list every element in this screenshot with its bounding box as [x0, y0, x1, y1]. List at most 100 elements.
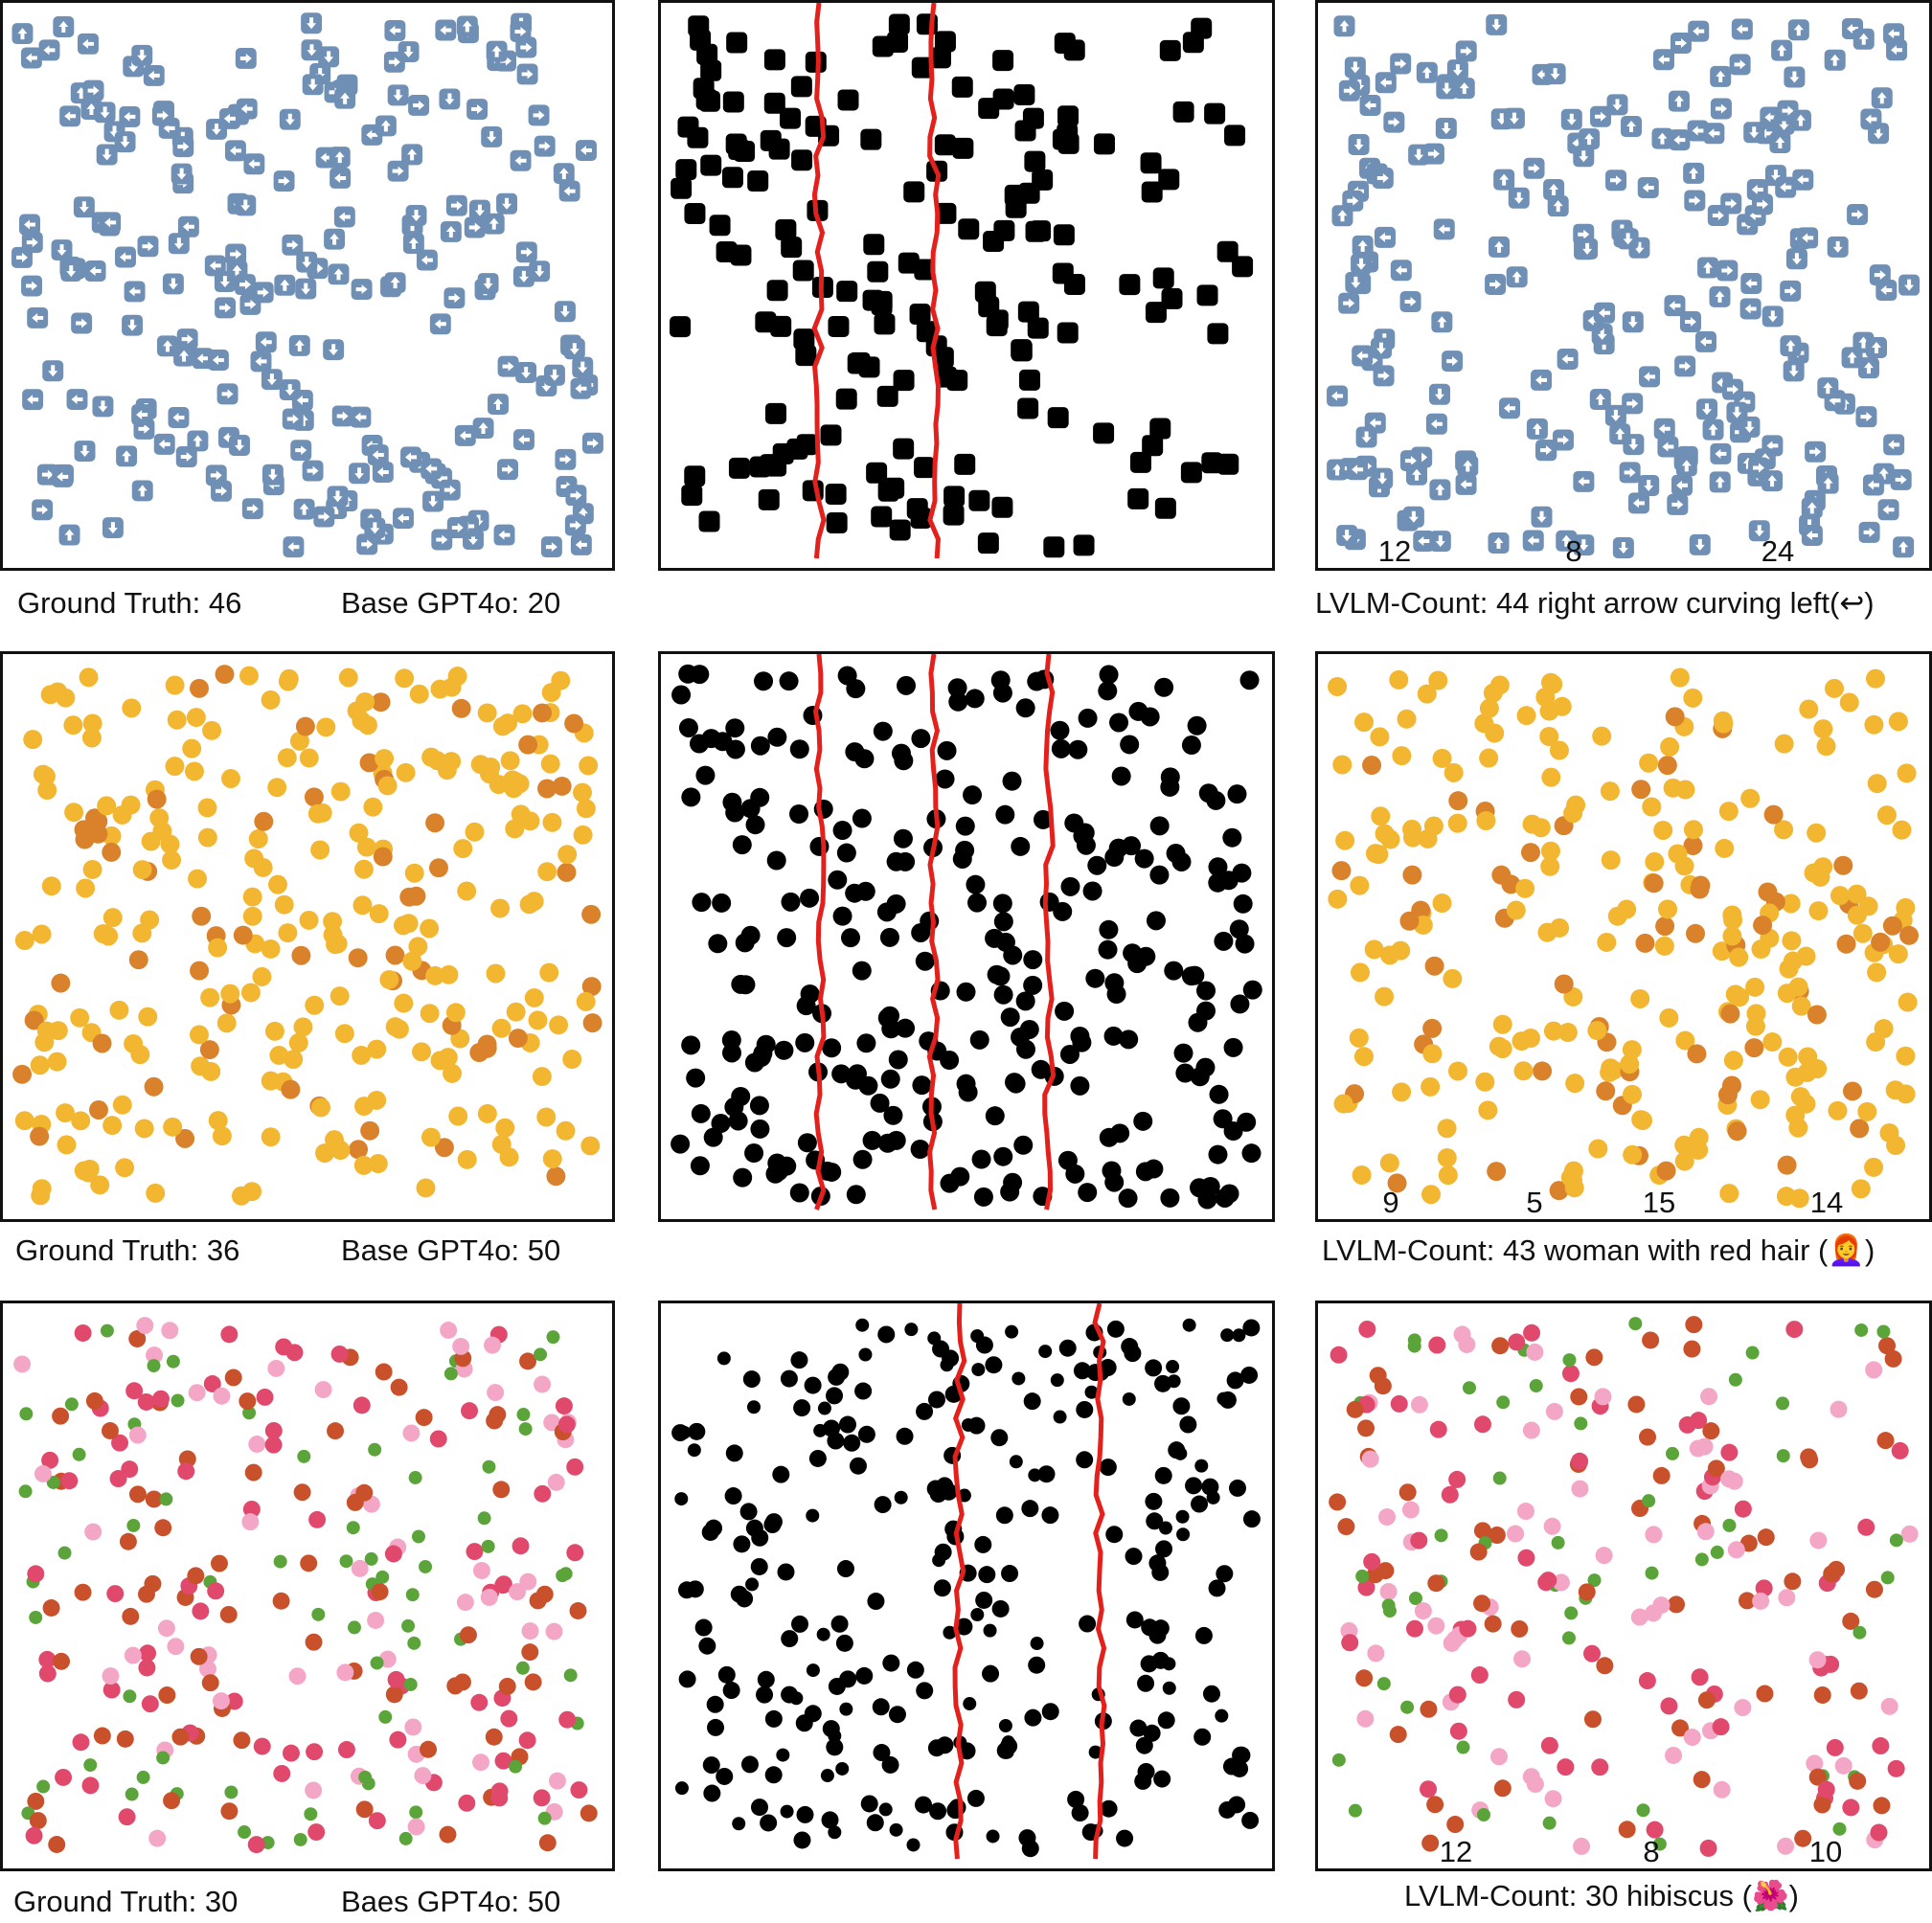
face-emoji-icon: [1389, 669, 1409, 690]
face-emoji-icon: [1104, 1172, 1125, 1192]
face-emoji-icon: [79, 667, 99, 688]
face-emoji-icon: [92, 1033, 112, 1053]
face-emoji-icon: [1631, 780, 1651, 800]
face-emoji-icon: [852, 808, 872, 828]
arrow-emoji-icon: [914, 457, 936, 479]
face-emoji-icon: [420, 1004, 440, 1024]
leaf-icon: [122, 1607, 140, 1625]
face-emoji-icon: [1785, 1067, 1806, 1087]
palm-icon: [537, 1811, 552, 1825]
face-emoji-icon: [1208, 1144, 1228, 1165]
blossom-icon: [1830, 1400, 1848, 1418]
arrow-glyph-icon: [168, 278, 178, 290]
arrow-emoji-icon: [968, 489, 990, 511]
face-emoji-icon: [74, 820, 94, 840]
arrow-glyph-icon: [420, 255, 433, 265]
hibiscus-icon: [141, 1695, 159, 1713]
face-emoji-icon: [1843, 1081, 1863, 1101]
palm-icon: [1628, 1317, 1643, 1331]
face-emoji-icon: [1424, 956, 1444, 976]
face-emoji-icon: [1474, 713, 1494, 734]
hibiscus-icon: [854, 1382, 873, 1400]
face-emoji-icon: [445, 1003, 466, 1023]
arrow-emoji-icon: [790, 76, 812, 98]
face-emoji-icon: [1421, 1185, 1441, 1205]
leaf-icon: [1154, 1466, 1172, 1484]
palm-icon: [1011, 1371, 1026, 1386]
hibiscus-icon: [698, 1637, 716, 1655]
blossom-icon: [1154, 1374, 1172, 1392]
face-emoji-icon: [268, 874, 287, 894]
face-emoji-icon: [789, 1183, 809, 1203]
blossom-icon: [1155, 1540, 1173, 1558]
blossom-icon: [1367, 1644, 1385, 1663]
divider-line: [812, 654, 827, 1210]
face-emoji-icon: [299, 748, 319, 768]
blossom-icon: [1645, 1604, 1663, 1622]
blossom-icon: [1356, 1709, 1375, 1728]
arrow-glyph-icon: [1587, 315, 1600, 326]
hibiscus-icon: [1508, 1690, 1526, 1708]
face-emoji-icon: [1443, 968, 1463, 988]
blossom-icon: [1001, 1565, 1019, 1583]
palm-icon: [401, 1618, 416, 1633]
arrow-glyph-icon: [1807, 502, 1817, 514]
arrow-emoji-icon: [791, 149, 813, 171]
arrow-glyph-icon: [1532, 422, 1542, 435]
segmented-arrow-emojis: [1327, 13, 1921, 559]
hibiscus-icon: [111, 1434, 128, 1452]
arrow-glyph-icon: [307, 79, 318, 91]
arrow-glyph-icon: [578, 508, 588, 520]
arrow-glyph-icon: [514, 27, 527, 37]
face-emoji-icon: [1715, 838, 1735, 858]
arrow-glyph-icon: [405, 452, 418, 463]
arrow-glyph-icon: [240, 103, 253, 114]
arrow-emoji-icon: [978, 296, 1000, 318]
face-emoji-icon: [1639, 753, 1659, 773]
hibiscus-icon: [458, 1794, 476, 1812]
face-emoji-icon: [1607, 906, 1627, 926]
leaf-icon: [42, 1599, 60, 1617]
face-emoji-icon: [733, 1167, 753, 1188]
palm-icon: [378, 1709, 393, 1724]
face-emoji-icon: [310, 840, 330, 860]
arrow-glyph-icon: [436, 473, 448, 484]
arrow-glyph-icon: [500, 56, 511, 66]
face-emoji-icon: [1479, 698, 1499, 718]
arrow-glyph-icon: [434, 319, 446, 329]
face-emoji-icon: [1487, 1162, 1507, 1182]
arrow-emoji-icon: [836, 281, 858, 303]
arrow-emoji-icon: [820, 424, 842, 446]
hibiscus-icon: [558, 1710, 577, 1729]
arrow-glyph-icon: [1874, 270, 1886, 281]
palm-icon: [398, 1831, 413, 1845]
segment-count: 5: [1526, 1186, 1543, 1219]
face-emoji-icon: [1160, 767, 1180, 787]
arrow-glyph-icon: [1584, 133, 1595, 146]
face-emoji-icon: [212, 1126, 232, 1146]
arrow-glyph-icon: [1874, 127, 1884, 140]
palm-icon: [806, 1508, 820, 1523]
hibiscus-icon: [772, 1465, 790, 1483]
face-emoji-icon: [1516, 706, 1536, 726]
hibiscus-icon: [1406, 1619, 1424, 1638]
palm-icon: [563, 1668, 578, 1683]
leaf-icon: [702, 1756, 720, 1775]
arrow-glyph-icon: [1721, 265, 1734, 276]
arrow-glyph-icon: [436, 534, 448, 545]
leaf-icon: [219, 1605, 238, 1623]
hibiscus-icon: [41, 1451, 59, 1469]
face-emoji-icon: [537, 779, 557, 799]
face-emoji-icon: [955, 816, 975, 836]
arrow-emoji-icon: [887, 31, 909, 53]
hibiscus-icon: [1341, 1634, 1359, 1652]
arrow-glyph-icon: [318, 511, 330, 522]
arrow-glyph-icon: [559, 454, 572, 464]
face-emoji-icon: [264, 1021, 284, 1041]
leaf-icon: [1240, 1366, 1259, 1384]
hibiscus-icon: [1583, 1644, 1602, 1663]
arrow-glyph-icon: [1739, 396, 1751, 407]
leaf-icon: [1639, 1428, 1657, 1446]
blossom-icon: [1507, 1525, 1525, 1543]
face-emoji-icon: [915, 951, 935, 971]
